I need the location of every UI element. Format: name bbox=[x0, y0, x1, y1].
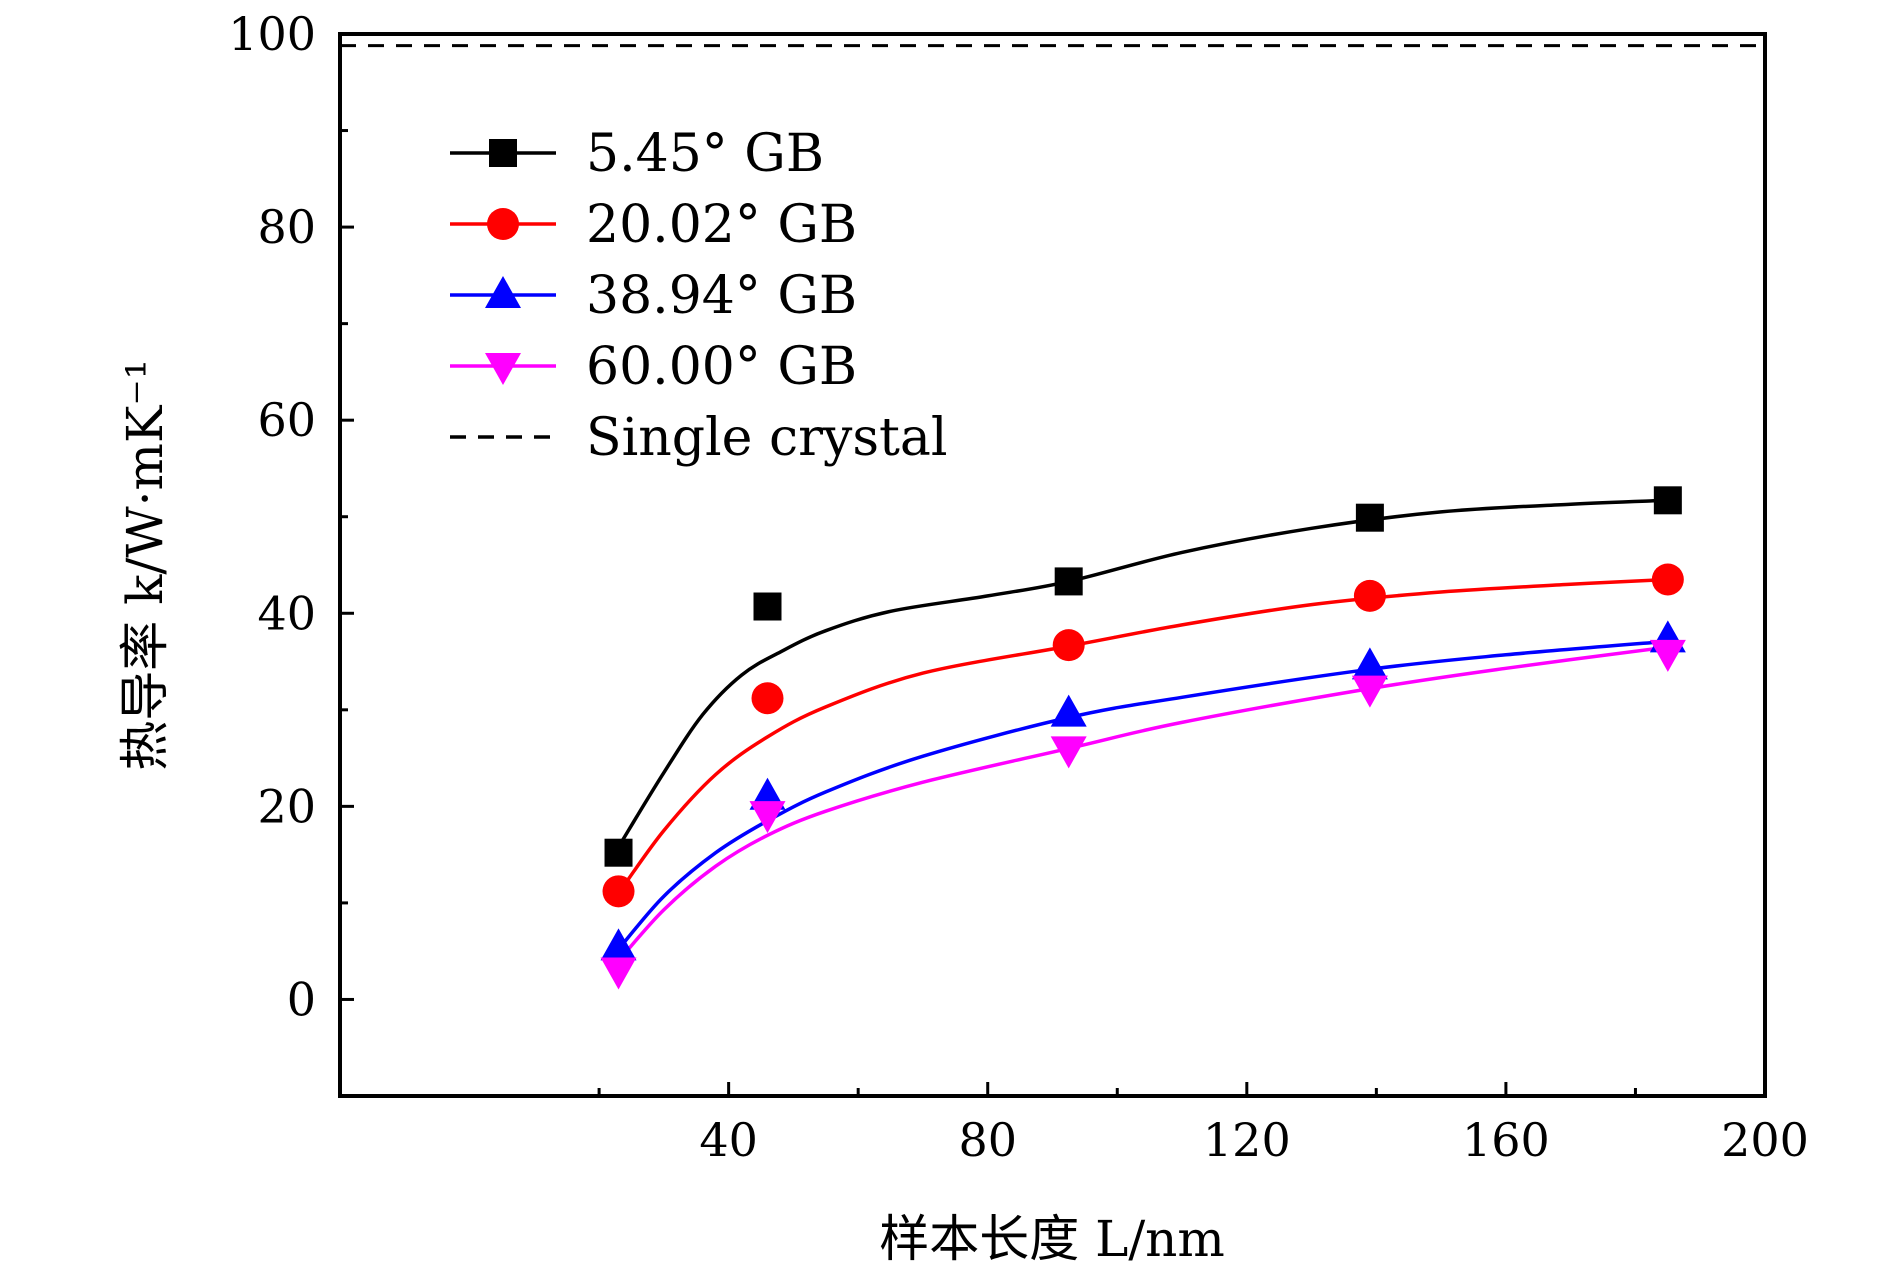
data-point-series-0-3 bbox=[1355, 503, 1384, 532]
fit-line-series-0 bbox=[617, 498, 1668, 848]
y-tick-label: 100 bbox=[228, 7, 316, 61]
data-point-series-1-3 bbox=[1353, 579, 1386, 612]
data-point-series-2-3 bbox=[1351, 647, 1388, 680]
legend-marker-series-3 bbox=[485, 353, 521, 385]
data-point-series-3-0 bbox=[600, 957, 637, 990]
axis-ticks: 40 80 120 160 200 0 20 40 60 80 100 bbox=[228, 7, 1809, 1167]
data-point-series-0-4 bbox=[1653, 486, 1682, 515]
data-point-series-0-0 bbox=[604, 838, 633, 867]
plot-frame bbox=[338, 32, 1767, 1098]
legend-label-series-4: Single crystal bbox=[586, 408, 948, 468]
legend-marker-series-1 bbox=[487, 208, 519, 240]
legend-label-series-1: 20.02° GB bbox=[586, 195, 857, 255]
data-point-series-2-2 bbox=[1050, 694, 1087, 727]
x-tick-label: 80 bbox=[958, 1113, 1017, 1167]
y-tick-label: 80 bbox=[257, 200, 316, 254]
data-point-series-0-1 bbox=[753, 592, 782, 621]
legend: 5.45° GB 20.02° GB 38.94° GB 60.00° GB Singl… bbox=[450, 124, 948, 468]
x-tick-label: 40 bbox=[699, 1113, 758, 1167]
x-tick-label: 160 bbox=[1462, 1113, 1550, 1167]
x-tick-label: 200 bbox=[1721, 1113, 1809, 1167]
legend-label-series-2: 38.94° GB bbox=[586, 266, 857, 326]
y-tick-label: 20 bbox=[257, 779, 316, 833]
data-point-series-3-1 bbox=[749, 801, 786, 834]
x-axis-title: 样本长度 L/nm bbox=[879, 1210, 1225, 1268]
data-point-series-3-4 bbox=[1649, 639, 1686, 672]
data-point-series-1-2 bbox=[1052, 629, 1085, 662]
legend-marker-series-0 bbox=[489, 139, 517, 167]
y-axis-title: 热导率 k/W·mK⁻¹ bbox=[116, 359, 174, 771]
data-point-series-2-0 bbox=[600, 928, 637, 961]
y-tick-label: 0 bbox=[287, 972, 316, 1026]
y-tick-label: 60 bbox=[257, 393, 316, 447]
fit-line-series-2 bbox=[617, 639, 1668, 951]
fit-line-series-3 bbox=[617, 645, 1669, 962]
plot-content bbox=[340, 44, 1765, 990]
data-point-series-0-2 bbox=[1054, 567, 1083, 596]
x-tick-label: 120 bbox=[1203, 1113, 1291, 1167]
data-point-series-1-1 bbox=[751, 682, 784, 715]
legend-label-series-0: 5.45° GB bbox=[586, 124, 824, 184]
data-point-series-1-4 bbox=[1651, 563, 1684, 596]
data-point-series-1-0 bbox=[602, 875, 635, 908]
data-point-series-3-3 bbox=[1351, 675, 1388, 708]
legend-label-series-3: 60.00° GB bbox=[586, 337, 857, 397]
y-tick-label: 40 bbox=[257, 586, 316, 640]
fit-line-series-1 bbox=[617, 577, 1668, 895]
legend-marker-series-2 bbox=[485, 276, 521, 308]
data-point-series-3-2 bbox=[1050, 736, 1087, 769]
